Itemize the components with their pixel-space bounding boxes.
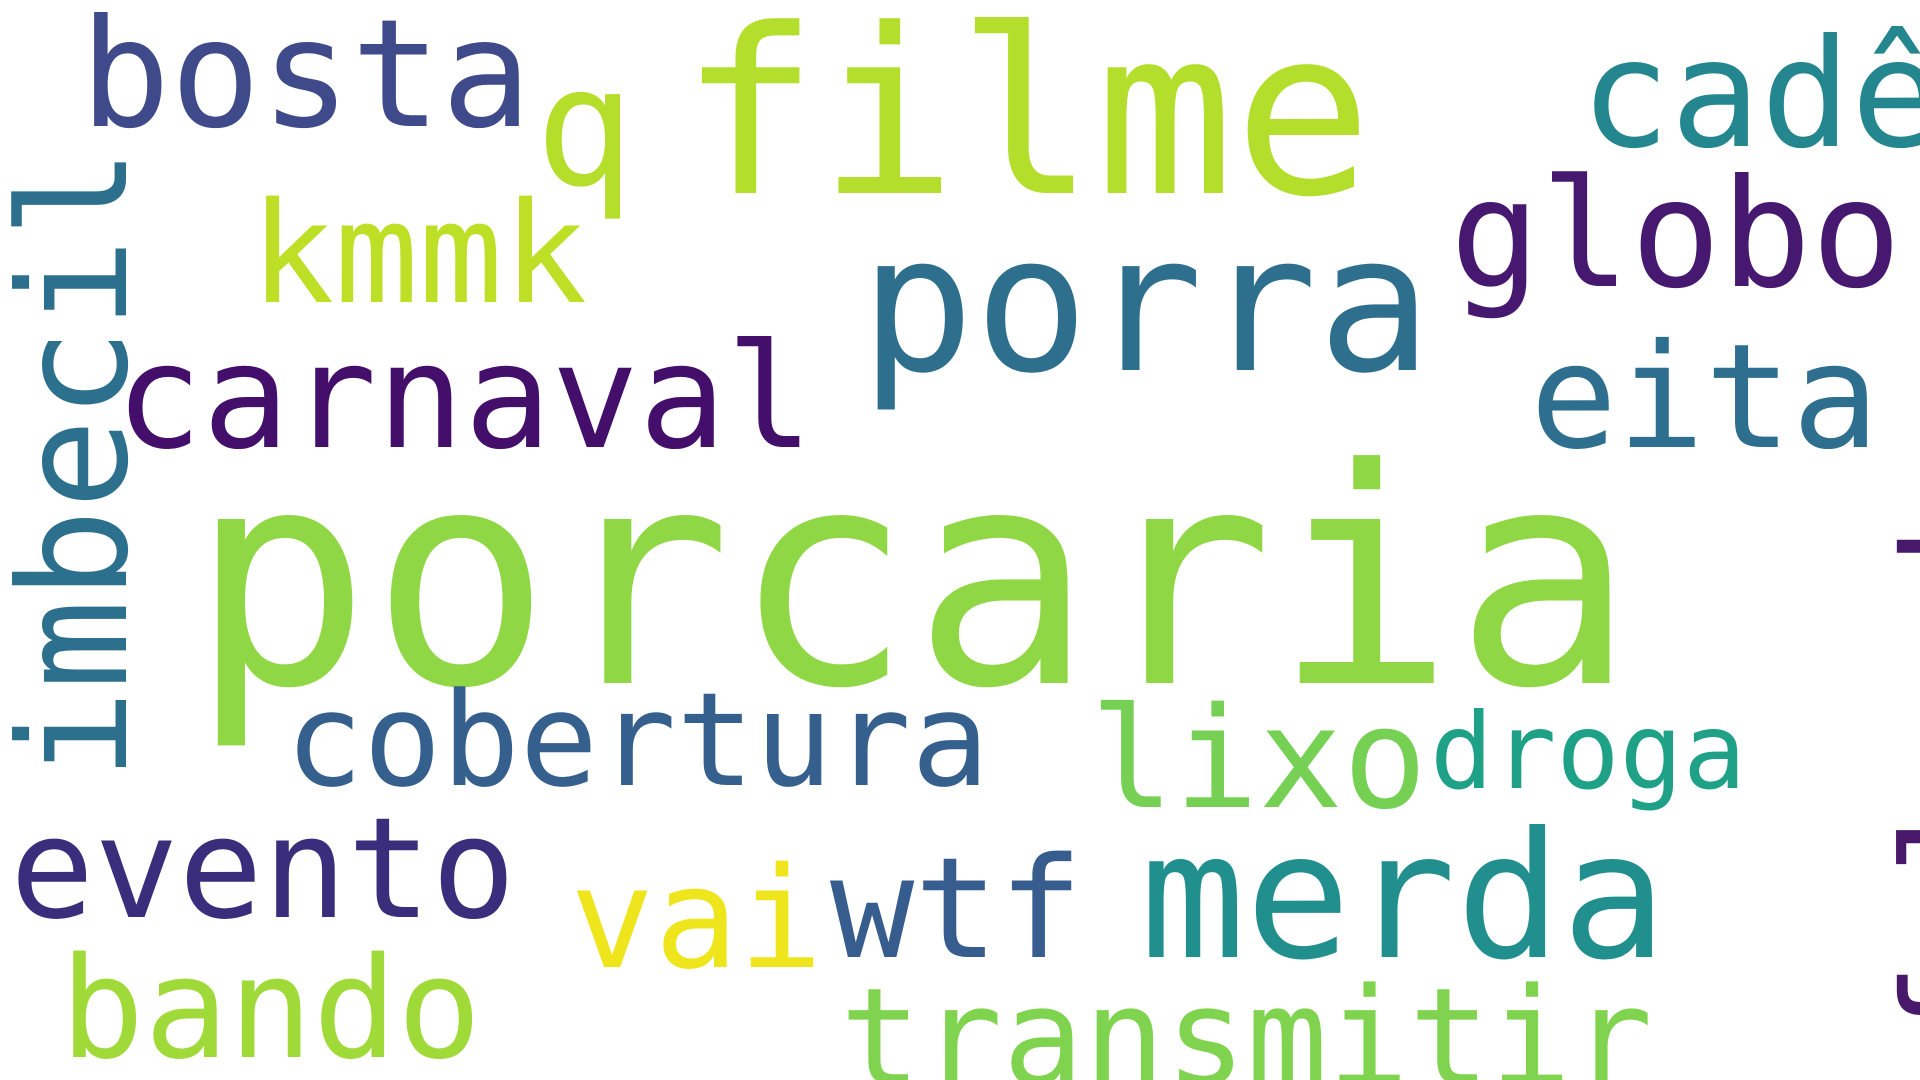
word-wtf: wtf <box>830 828 1083 991</box>
word-vai: vai <box>570 838 823 1001</box>
word-bando: bando <box>60 928 482 1080</box>
word-eita: eita <box>1530 313 1880 482</box>
word-q: q <box>535 31 635 223</box>
word-droga: droga <box>1430 691 1747 813</box>
word-kmmk: kmmk <box>250 173 588 336</box>
word-lixo: lixo <box>1090 678 1428 841</box>
word-cobertura: cobertura <box>285 664 990 816</box>
word-cade: cadê <box>1580 8 1920 182</box>
word-falando: falando <box>1873 438 1920 1050</box>
word-carnaval: carnaval <box>115 313 814 482</box>
word-merda: merda <box>1140 796 1667 999</box>
word-globo: globo <box>1450 148 1902 322</box>
word-filme: filme <box>680 0 1373 248</box>
word-transmitir: transmitir <box>840 959 1653 1080</box>
word-evento: evento <box>10 788 516 951</box>
word-porcaria: porcaria <box>190 405 1635 754</box>
word-porra: porra <box>860 194 1432 415</box>
word-bosta: bosta <box>80 0 532 162</box>
